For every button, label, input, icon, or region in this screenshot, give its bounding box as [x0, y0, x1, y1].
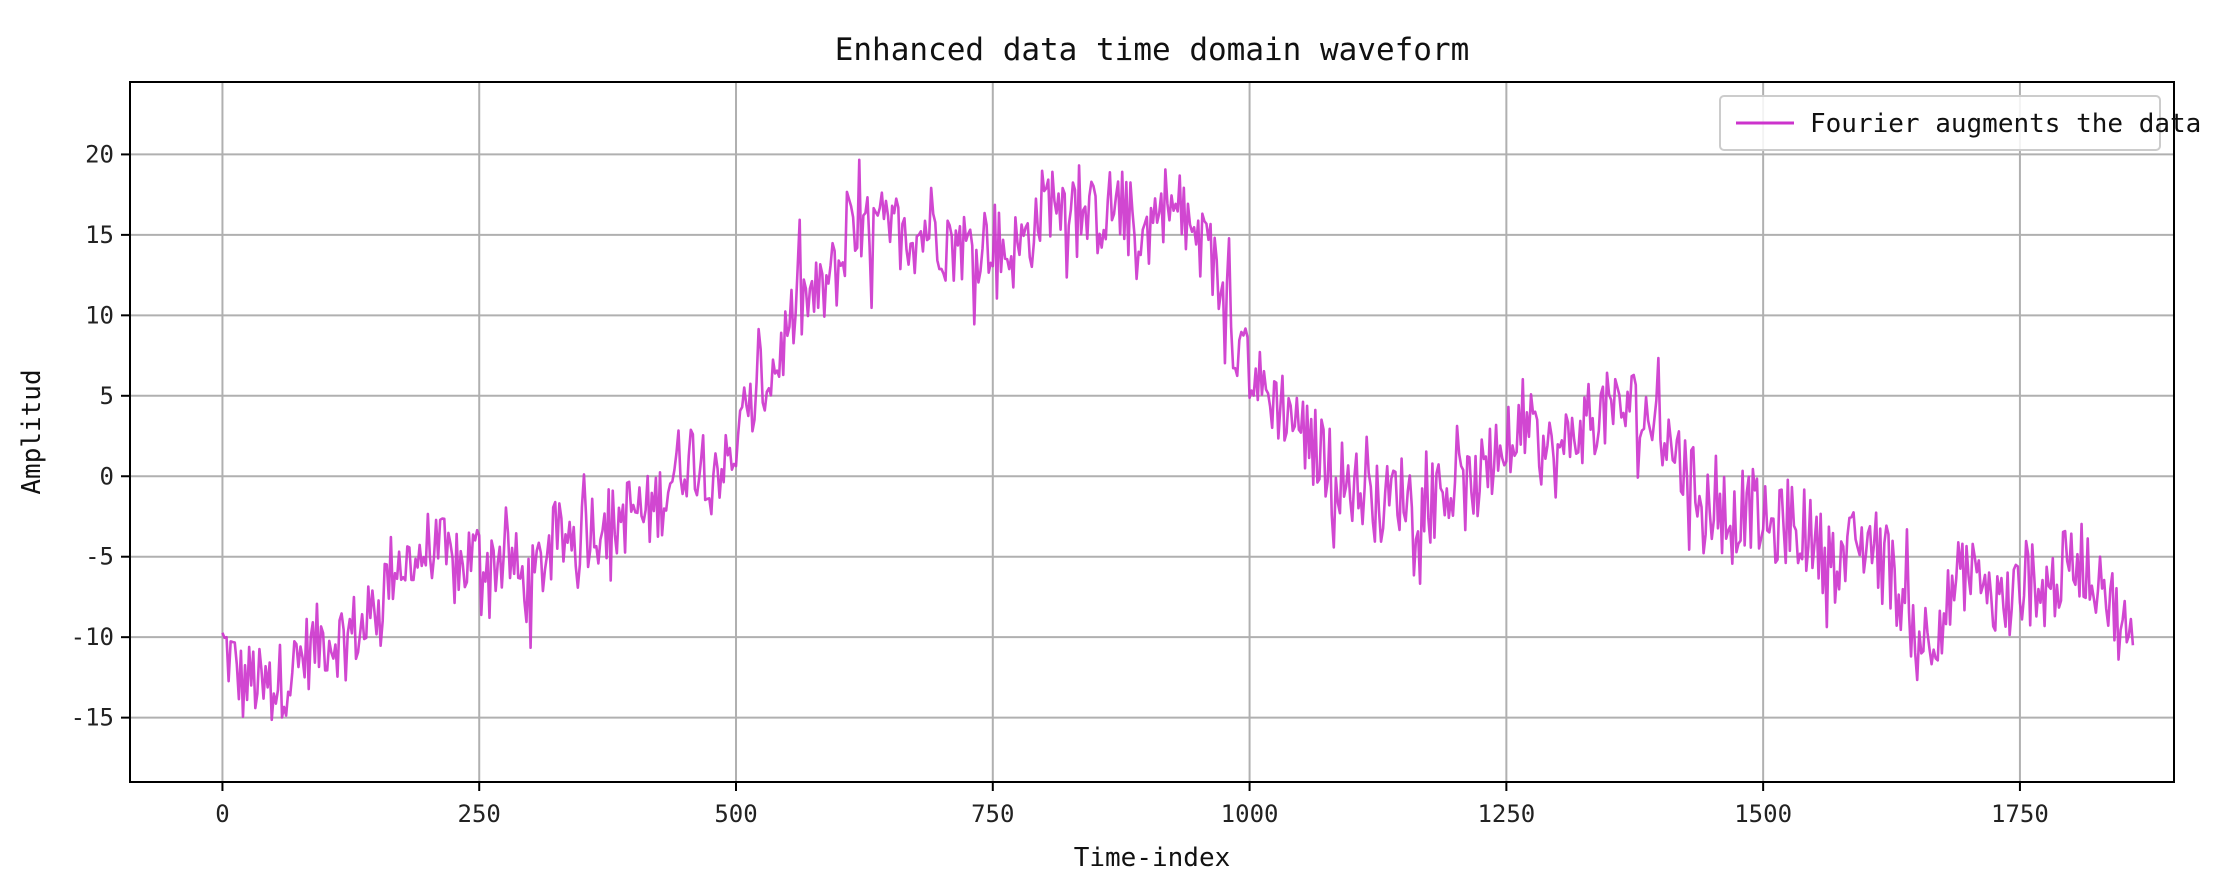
x-tick-label: 1500	[1734, 800, 1792, 828]
y-tick-label: 15	[85, 221, 114, 249]
y-ticks: -15 -10 -5 0 5 10 15 20	[71, 140, 130, 732]
plot-frame	[129, 81, 2175, 783]
x-tick-label: 500	[714, 800, 757, 828]
y-tick-label: -15	[71, 704, 114, 732]
y-tick-label: 5	[100, 382, 114, 410]
x-tick-label: 1000	[1221, 800, 1279, 828]
y-axis-label: Amplitud	[17, 369, 47, 494]
legend-box	[1719, 95, 2161, 151]
x-tick-label: 0	[215, 800, 229, 828]
y-tick-label: -5	[85, 543, 114, 571]
chart-title: Enhanced data time domain waveform	[835, 32, 1470, 68]
x-tick-label: 750	[971, 800, 1014, 828]
x-tick-label: 250	[458, 800, 501, 828]
x-tick-label: 1250	[1477, 800, 1535, 828]
x-tick-label: 1750	[1991, 800, 2049, 828]
x-axis-label: Time-index	[1074, 843, 1231, 873]
x-ticks: 0 250 500 750 1000 1250 1500 1750	[215, 782, 2049, 828]
series-layer	[221, 158, 2135, 722]
y-tick-label: -10	[71, 623, 114, 651]
legend-label: Fourier augments the data	[1810, 109, 2201, 139]
y-tick-label: 0	[100, 462, 114, 490]
y-tick-label: 20	[85, 140, 114, 168]
y-tick-label: 10	[85, 301, 114, 329]
series-line	[221, 158, 2135, 722]
legend: Fourier augments the data	[1719, 95, 2201, 151]
